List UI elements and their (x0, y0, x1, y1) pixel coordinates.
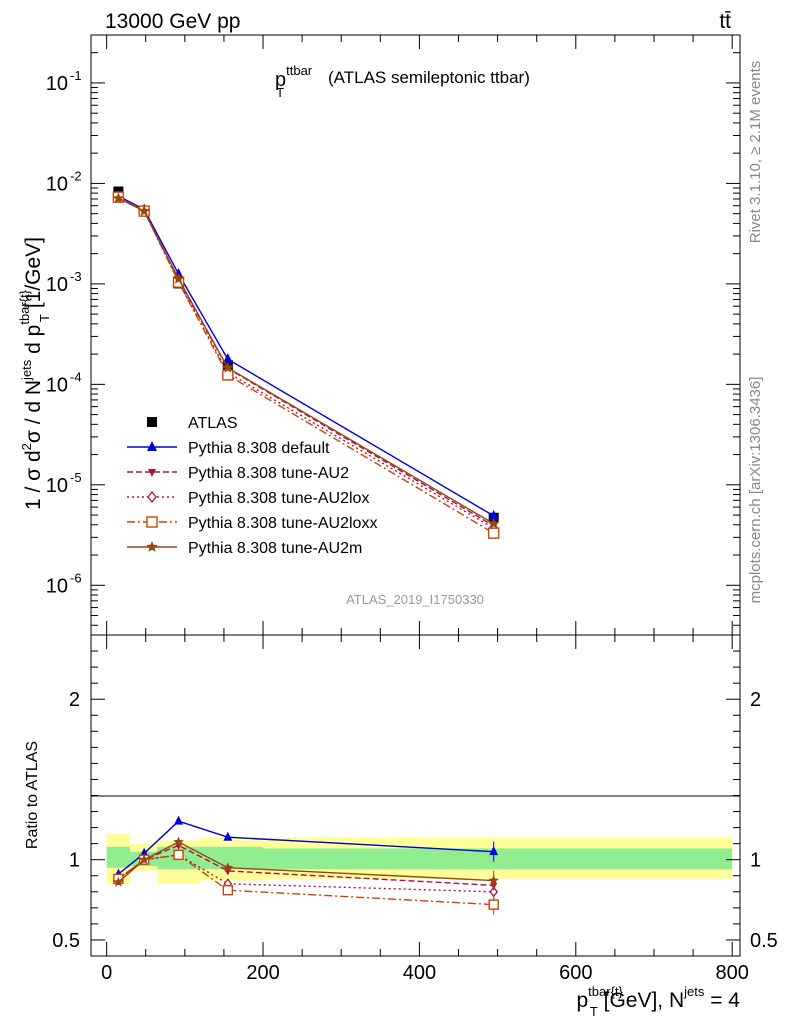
main-y-ticks: 10-6 10-5 10-4 10-3 10-2 10-1 (46, 52, 740, 626)
legend-label-default: Pythia 8.308 default (188, 440, 330, 457)
ratio-y-label: Ratio to ATLAS (24, 741, 41, 849)
main-y-tick-label: 10 -2 (46, 168, 82, 195)
main-y-tick-exponent: -5 (70, 470, 82, 485)
ratio-y-tick-label-right: 0.5 (750, 930, 778, 952)
plot-title-sup: ttbar (286, 63, 313, 78)
main-y-tick-exponent: -3 (70, 269, 82, 284)
main-y-tick-exponent: -6 (70, 570, 82, 585)
x-axis-label: ptbar{t} T [GeV], Njets = 4 (576, 984, 740, 1019)
main-series-group (112, 186, 500, 539)
mcplots-label: mcplots.cern.ch [arXiv:1306.3436] (747, 377, 764, 604)
point-default (222, 353, 233, 364)
x-tick-label: 200 (246, 962, 279, 984)
legend-label-ATLAS: ATLAS (188, 415, 238, 432)
legend-label-AU2loxx: Pythia 8.308 tune-AU2loxx (188, 515, 377, 532)
ratio-point-AU2m (173, 836, 184, 847)
legend-label-AU2m: Pythia 8.308 tune-AU2m (188, 540, 362, 557)
ratio-point-AU2m (222, 862, 234, 873)
legend-marker-ATLAS (147, 417, 157, 427)
ratio-point-AU2m (113, 876, 124, 887)
ratio-y-tick-label-right: 2 (750, 689, 761, 711)
point-AU2m (172, 272, 185, 284)
x-tick-label: 600 (559, 962, 592, 984)
point-AU2m (112, 192, 125, 204)
main-y-tick-exponent: -4 (70, 369, 82, 384)
ratio-series-AU2m (113, 836, 499, 891)
plot-title-note: (ATLAS semileptonic ttbar) (328, 68, 530, 87)
plot-title-sub: T (276, 85, 284, 100)
ratio-y-tick-label: 0.5 (52, 930, 80, 952)
legend: ATLAS Pythia 8.308 default Pythia 8.308 tu… (127, 415, 377, 557)
series-AU2m (112, 192, 500, 529)
legend-marker-AU2 (148, 469, 156, 477)
plot-title: pttbar T (275, 63, 313, 100)
ratio-y-tick-label: 2 (69, 689, 80, 711)
analysis-watermark: ATLAS_2019_I1750330 (346, 592, 484, 607)
band-inner (200, 846, 264, 870)
main-y-tick-exponent: -1 (70, 68, 82, 83)
legend-marker-AU2m (146, 541, 158, 552)
collision-label: 13000 GeV pp (105, 10, 240, 33)
ratio-point-AU2loxx (222, 884, 234, 896)
ratio-series-group (113, 815, 499, 915)
x-tick-label: 0 (101, 962, 112, 984)
x-tick-label: 400 (403, 962, 436, 984)
main-y-tick-label: 10 -5 (46, 470, 82, 497)
band-inner (263, 848, 733, 870)
point-AU2m (222, 361, 234, 373)
ratio-y-tick-label-right: 1 (750, 850, 761, 872)
legend-label-AU2: Pythia 8.308 tune-AU2 (188, 465, 349, 482)
main-y-tick-label: 10 -1 (46, 68, 82, 95)
plot-title-main: p (275, 69, 286, 91)
process-label: tt̄ (719, 10, 731, 33)
main-y-tick-label: 10 -3 (46, 269, 82, 296)
x-tick-label: 800 (715, 962, 748, 984)
ratio-point-default (223, 831, 233, 841)
point-AU2loxx (222, 369, 234, 381)
ratio-point-AU2loxx (488, 899, 499, 910)
point-AU2m (488, 517, 500, 529)
legend-label-AU2lox: Pythia 8.308 tune-AU2lox (188, 490, 369, 507)
legend-marker-default (147, 441, 157, 451)
rivet-label: Rivet 3.1.10, ≥ 2.1M events (747, 61, 764, 244)
ratio-y-tick-label: 1 (69, 850, 80, 872)
series-AU2lox (113, 191, 499, 535)
ratio-point-default (174, 815, 184, 825)
series-AU2loxx (112, 191, 500, 539)
ratio-point-AU2m (138, 854, 150, 865)
point-default (488, 509, 499, 520)
legend-marker-AU2lox (147, 490, 157, 504)
point-AU2loxx (487, 527, 500, 539)
ratio-point-AU2m (488, 875, 499, 885)
ratio-point-default (489, 846, 499, 856)
band-inner (106, 846, 131, 868)
ratio-panel: 0.5 0.51 12 2 0 200 400 600 800 Ratio to ATLAS … (24, 35, 778, 1019)
main-panel: 10-6 10-5 10-4 10-3 10-2 10-1 pttbar T (ATLAS … (17, 34, 741, 636)
x-ticks: 0 200 400 600 800 (101, 35, 749, 984)
main-y-tick-exponent: -2 (70, 168, 82, 183)
point-AU2m (138, 205, 150, 216)
legend-marker-AU2loxx (146, 516, 158, 528)
ratio-y-ticks: 0.5 0.5 1 1 2 2 (52, 634, 778, 957)
ratio-point-AU2loxx (173, 849, 184, 861)
main-y-tick-label: 10 -6 (46, 570, 82, 597)
main-y-tick-label: 10 -4 (46, 369, 82, 396)
